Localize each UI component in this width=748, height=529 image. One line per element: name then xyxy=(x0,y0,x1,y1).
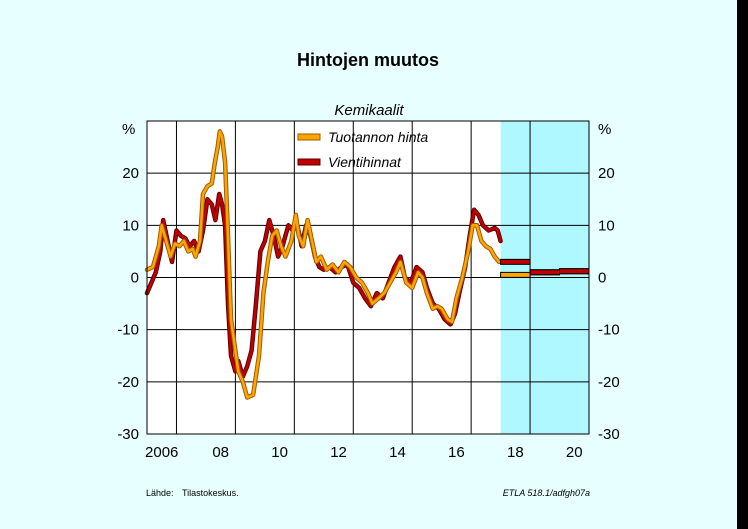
source-label: Lähde: xyxy=(146,488,174,498)
x-tick-label: 10 xyxy=(271,444,288,461)
legend-label-vientihinnat: Vientihinnat xyxy=(328,154,402,170)
series-line-tuotannon-hinta xyxy=(145,130,501,399)
x-tick-label: 20 xyxy=(566,444,583,461)
y-axis-unit-left: % xyxy=(122,121,135,138)
x-tick-label: 18 xyxy=(507,444,524,461)
y-tick-label-left: 0 xyxy=(131,270,139,287)
legend-swatch-tuotannon-hinta xyxy=(297,133,321,141)
y-tick-label-left: 20 xyxy=(122,165,139,182)
y-tick-label-right: -20 xyxy=(598,374,620,391)
y-tick-label-right: 0 xyxy=(598,270,606,287)
y-tick-label-right: -10 xyxy=(598,322,620,339)
y-tick-label-right: -30 xyxy=(598,426,620,443)
y-tick-label-left: 10 xyxy=(122,217,139,234)
legend-swatch-vientihinnat xyxy=(297,158,321,166)
legend: Tuotannon hinta Vientihinnat xyxy=(297,129,428,170)
y-tick-label-right: 20 xyxy=(598,165,615,182)
plot-border xyxy=(146,120,590,435)
source-text: Tilastokeskus. xyxy=(182,488,239,498)
x-tick-label: 14 xyxy=(389,444,406,461)
forecast-bar-vientihinnat xyxy=(559,268,590,275)
x-tick-label: 12 xyxy=(330,444,347,461)
forecast-bar-vientihinnat xyxy=(529,269,561,276)
chart-subtitle: Kemikaalit xyxy=(334,102,404,119)
y-tick-label-left: -20 xyxy=(117,374,139,391)
forecast-bar-vientihinnat xyxy=(500,258,531,265)
series-layer xyxy=(144,129,590,400)
axis-ticks: 20 20 10 10 0 0 -10 -10 -20 -20 -30 -30 2006 08 10 12 14… xyxy=(117,165,619,461)
legend-label-tuotannon-hinta: Tuotannon hinta xyxy=(328,129,428,145)
x-tick-label: 16 xyxy=(448,444,465,461)
chart-title: Hintojen muutos xyxy=(297,50,439,70)
y-tick-label-left: -30 xyxy=(117,426,139,443)
y-tick-label-left: -10 xyxy=(117,322,139,339)
credit-text: ETLA 518.1/adfgh07a xyxy=(503,488,590,498)
forecast-bar-tuotannon-hinta xyxy=(500,271,531,278)
y-axis-unit-right: % xyxy=(598,121,611,138)
x-tick-label: 08 xyxy=(212,444,229,461)
y-tick-label-right: 10 xyxy=(598,217,615,234)
x-tick-label: 2006 xyxy=(145,444,178,461)
